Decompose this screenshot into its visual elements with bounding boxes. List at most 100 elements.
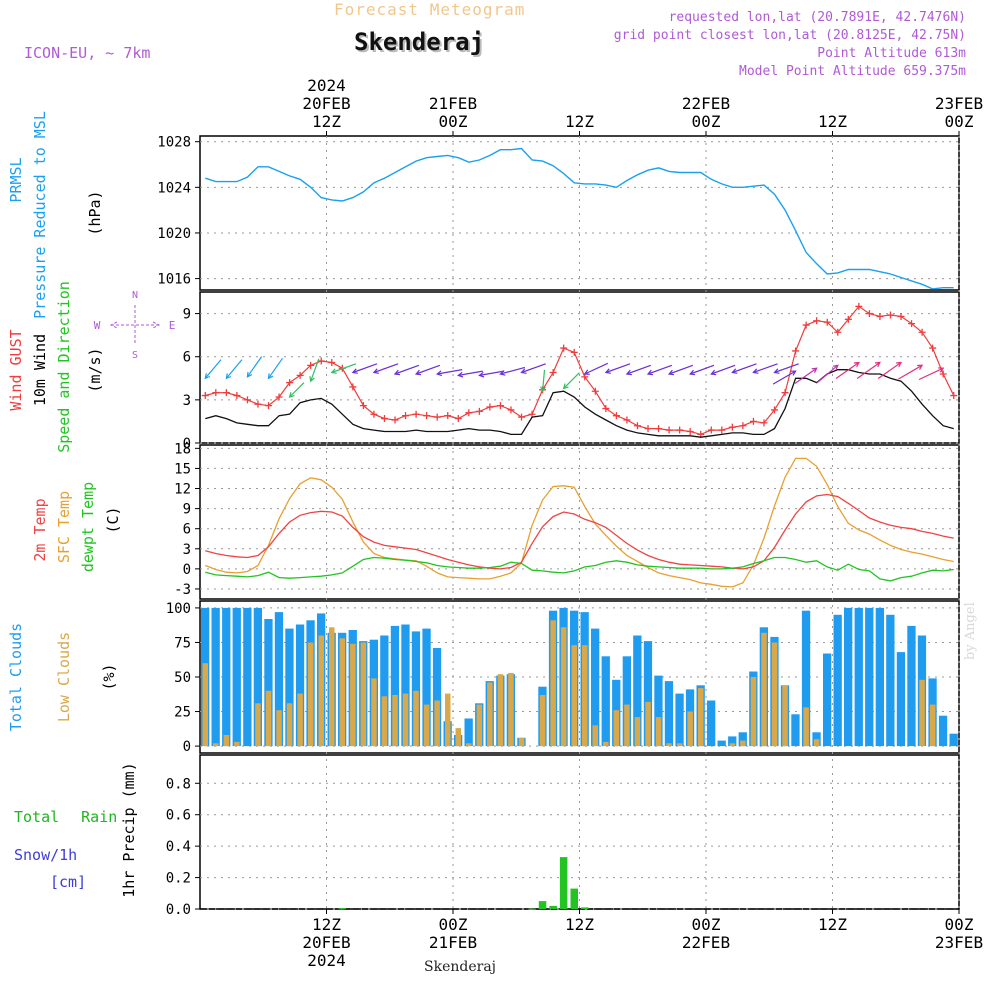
wind-gust-point — [254, 400, 262, 408]
wind-direction-arrow — [794, 367, 818, 384]
wind-gust-point — [792, 347, 800, 355]
wind-10m-label: 10m Wind — [31, 334, 49, 406]
low-clouds-bar — [339, 638, 345, 747]
low-clouds-bar — [761, 632, 767, 747]
model-altitude: Model Point Altitude 659.375m — [739, 64, 966, 79]
point-altitude: Point Altitude 613m — [817, 46, 966, 61]
total-clouds-bar — [633, 635, 642, 746]
legend-rain-word-b: Rain — [81, 808, 118, 826]
y-tick-label: 9 — [183, 307, 191, 323]
wind-gust-point — [549, 369, 557, 377]
wind-direction-arrow — [732, 363, 757, 374]
wind-gust-point — [897, 312, 905, 320]
wind-direction-arrow — [711, 364, 736, 375]
wind-gust-point — [813, 317, 821, 325]
wind-arrow-head — [667, 369, 675, 376]
wind-arrow-head — [604, 368, 611, 374]
low-clouds-bar — [518, 737, 525, 747]
y-tick-label: 25 — [174, 705, 191, 721]
wind-gust-point — [402, 412, 410, 420]
compass-arrows — [109, 305, 161, 345]
total-clouds-bar — [643, 641, 653, 747]
total-clouds-bar — [844, 607, 853, 747]
total-clouds-bar — [232, 607, 241, 747]
low-clouds-bar — [645, 701, 651, 747]
bottom-time-label: 23FEB — [935, 933, 983, 952]
wind-gust-point — [518, 413, 526, 421]
wind-gust-point — [834, 328, 842, 336]
y-tick-label: 0.2 — [166, 871, 191, 887]
low-clouds-bar — [508, 672, 514, 747]
total-clouds-bar — [253, 607, 262, 747]
low-clouds-bar — [929, 704, 936, 747]
total-clouds-bar — [432, 648, 442, 747]
wind-arrow-head — [540, 386, 546, 393]
wind-direction-label: Speed and Direction — [55, 281, 73, 453]
rain-bar — [338, 908, 346, 910]
temp-2m-label: 2m Temp — [31, 498, 49, 561]
y-tick-label: 3 — [183, 393, 191, 409]
low-clouds-bar — [318, 635, 324, 746]
wind-direction-arrow — [689, 364, 715, 375]
wind-direction-arrow — [772, 370, 796, 385]
wind-direction-arrow — [753, 363, 778, 374]
compass-south: S — [132, 350, 138, 361]
wind-gust-point — [939, 370, 947, 378]
wind-gust-point — [212, 389, 220, 397]
low-clouds-bar — [592, 725, 598, 747]
total-clouds-bar — [380, 635, 389, 746]
wind-gust-point — [570, 348, 578, 356]
low-clouds-bar — [676, 743, 683, 747]
wind-arrow-head — [773, 368, 780, 374]
wind-direction-arrow — [331, 363, 357, 374]
wind-gust-point — [623, 416, 631, 424]
wind-arrow-head — [435, 370, 443, 377]
total-clouds-bar — [601, 656, 610, 747]
total-clouds-bar — [390, 625, 400, 747]
panel-side-labels: PRMSL Pressure Reduced to MSL (hPa) Wind GU… — [7, 111, 175, 898]
y-tick-label: 0 — [183, 739, 191, 755]
total-clouds-bar — [264, 619, 273, 747]
top-time-label: 12Z — [818, 112, 847, 131]
wind-gust-point — [507, 406, 515, 414]
wind-direction-arrow — [246, 356, 263, 378]
top-time-label: 20FEB — [302, 94, 350, 113]
low-clouds-bar — [223, 735, 230, 747]
low-clouds-label: Low Clouds — [55, 632, 73, 722]
top-time-label: 00Z — [945, 112, 974, 131]
wind-direction-arrow — [479, 370, 505, 376]
total-clouds-bar — [222, 607, 231, 747]
low-clouds-bar — [413, 690, 419, 747]
low-clouds-bar — [360, 642, 367, 747]
wind-gust-point — [718, 426, 726, 434]
wind-arrow-head — [372, 368, 379, 374]
total-clouds-bar — [295, 624, 305, 747]
wind-arrow-head — [478, 371, 485, 378]
wind-arrow-head — [414, 369, 422, 376]
low-clouds-bar — [782, 685, 788, 747]
low-clouds-bar — [466, 743, 472, 747]
wind-gust-point — [454, 415, 462, 423]
total-clouds-bar — [812, 732, 821, 747]
low-clouds-bar — [560, 627, 567, 747]
wind-direction-arrow — [542, 369, 546, 392]
low-clouds-bar — [687, 711, 693, 746]
wind-arrow-head — [225, 373, 232, 380]
sfc-temp-label: SFC Temp — [55, 491, 73, 563]
low-clouds-bar — [497, 674, 504, 747]
station-title: Skenderaj — [354, 28, 485, 56]
wind-gust-point — [275, 393, 283, 401]
wind-gust-point — [243, 396, 251, 404]
pressure-unit-label: (hPa) — [86, 190, 104, 235]
wind-gust-point — [950, 392, 958, 400]
wind-gust-point — [749, 417, 757, 425]
low-clouds-bar — [350, 643, 356, 747]
low-clouds-bar — [445, 693, 451, 747]
wind-gust-point — [929, 344, 937, 352]
low-clouds-bar — [613, 710, 620, 747]
y-tick-label: 15 — [174, 461, 191, 477]
wind-direction-arrow — [310, 358, 320, 382]
wind-direction-arrow — [500, 366, 526, 375]
wind-gust-point — [760, 419, 768, 427]
wind-direction-arrow — [415, 364, 441, 375]
